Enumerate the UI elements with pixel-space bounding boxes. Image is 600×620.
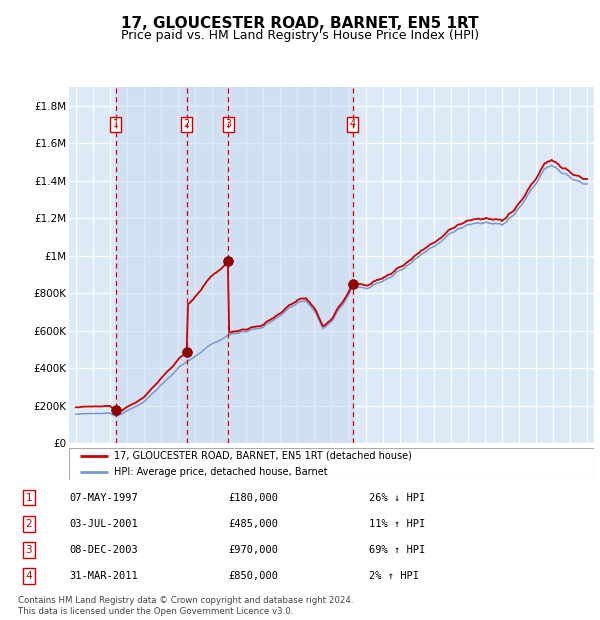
Bar [228, 87, 353, 443]
Text: Price paid vs. HM Land Registry's House Price Index (HPI): Price paid vs. HM Land Registry's House … [121, 29, 479, 42]
Text: £180,000: £180,000 [228, 493, 278, 503]
Text: 03-JUL-2001: 03-JUL-2001 [69, 519, 138, 529]
Bar [187, 87, 228, 443]
Text: £485,000: £485,000 [228, 519, 278, 529]
Text: 07-MAY-1997: 07-MAY-1997 [69, 493, 138, 503]
Text: 1: 1 [25, 493, 32, 503]
Text: 2: 2 [25, 519, 32, 529]
Text: 26% ↓ HPI: 26% ↓ HPI [369, 493, 425, 503]
Text: 3: 3 [225, 119, 231, 129]
Text: 08-DEC-2003: 08-DEC-2003 [69, 545, 138, 555]
Text: 17, GLOUCESTER ROAD, BARNET, EN5 1RT (detached house): 17, GLOUCESTER ROAD, BARNET, EN5 1RT (de… [113, 451, 412, 461]
Text: 2% ↑ HPI: 2% ↑ HPI [369, 571, 419, 581]
Text: 4: 4 [350, 119, 356, 129]
Text: Contains HM Land Registry data © Crown copyright and database right 2024.
This d: Contains HM Land Registry data © Crown c… [18, 596, 353, 616]
Text: £970,000: £970,000 [228, 545, 278, 555]
Text: 31-MAR-2011: 31-MAR-2011 [69, 571, 138, 581]
Text: 4: 4 [25, 571, 32, 581]
Text: HPI: Average price, detached house, Barnet: HPI: Average price, detached house, Barn… [113, 467, 327, 477]
Text: 1: 1 [113, 119, 119, 129]
Text: 69% ↑ HPI: 69% ↑ HPI [369, 545, 425, 555]
Bar [116, 87, 187, 443]
Text: 2: 2 [184, 119, 190, 129]
Text: 17, GLOUCESTER ROAD, BARNET, EN5 1RT: 17, GLOUCESTER ROAD, BARNET, EN5 1RT [121, 16, 479, 31]
Text: £850,000: £850,000 [228, 571, 278, 581]
Text: 3: 3 [25, 545, 32, 555]
Text: 11% ↑ HPI: 11% ↑ HPI [369, 519, 425, 529]
